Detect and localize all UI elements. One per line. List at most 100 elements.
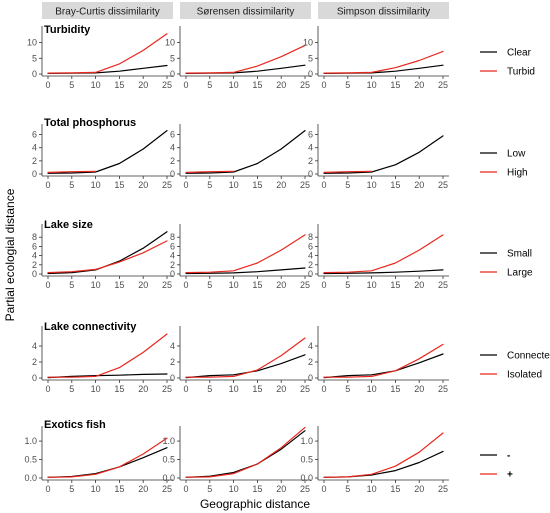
x-tick-label: 15 — [114, 80, 124, 90]
x-tick-label: 20 — [138, 280, 148, 290]
y-tick-label: 2 — [308, 260, 313, 270]
y-tick-label: 2 — [308, 156, 313, 166]
legend-label-1: - — [507, 451, 510, 462]
x-tick-label: 25 — [438, 484, 448, 494]
x-tick-label: 10 — [367, 80, 377, 90]
series-line-plus — [185, 426, 306, 478]
x-tick-label: 25 — [300, 180, 310, 190]
legend-label-2: High — [507, 168, 528, 179]
x-tick-label: 10 — [367, 484, 377, 494]
y-tick-label: 6 — [308, 241, 313, 251]
y-tick-label: 0 — [170, 169, 175, 179]
x-tick-label: 5 — [207, 80, 212, 90]
x-tick-label: 0 — [45, 280, 50, 290]
series-line-minus — [185, 430, 306, 478]
x-tick-label: 20 — [414, 80, 424, 90]
x-tick-label: 20 — [138, 180, 148, 190]
panel-turbidity-3: 0 5 10 0 5 10 15 20 25 — [303, 26, 449, 90]
y-tick-label: 6 — [170, 241, 175, 251]
y-tick-label: 10 — [165, 38, 175, 48]
row-title-lake-size: Lake size — [44, 219, 93, 231]
x-tick-label: 20 — [138, 484, 148, 494]
y-tick-label: 5 — [170, 53, 175, 63]
series-line-small — [47, 231, 168, 275]
x-tick-label: 25 — [300, 384, 310, 394]
y-tick-label: 4 — [32, 341, 37, 351]
x-tick-label: 25 — [162, 484, 172, 494]
x-tick-label: 20 — [414, 180, 424, 190]
x-tick-label: 15 — [390, 280, 400, 290]
series-line-turbid — [185, 44, 306, 74]
x-tick-label: 15 — [252, 484, 262, 494]
x-tick-label: 15 — [252, 384, 262, 394]
x-tick-label: 0 — [183, 280, 188, 290]
x-tick-label: 15 — [114, 280, 124, 290]
strip-label-2: Sørensen dissimilarity — [197, 7, 295, 18]
legend-total-phosphorus: Low High — [480, 149, 528, 179]
x-tick-label: 25 — [300, 280, 310, 290]
y-tick-label: 8 — [308, 232, 313, 242]
series-line-high — [47, 170, 97, 173]
x-tick-label: 10 — [229, 384, 239, 394]
x-tick-label: 0 — [45, 484, 50, 494]
x-tick-label: 0 — [321, 484, 326, 494]
row-title-lake-connectivity: Lake connectivity — [44, 321, 137, 333]
x-tick-label: 10 — [367, 280, 377, 290]
legend-lake-size: Small Large — [480, 249, 533, 279]
x-tick-label: 15 — [390, 484, 400, 494]
strip-2 — [180, 2, 311, 19]
x-tick-label: 0 — [321, 280, 326, 290]
x-tick-label: 0 — [183, 484, 188, 494]
x-tick-label: 25 — [162, 80, 172, 90]
x-tick-label: 0 — [321, 384, 326, 394]
series-line-isolated — [47, 333, 168, 378]
legend-label-2: Turbid — [507, 67, 535, 78]
x-tick-label: 15 — [114, 180, 124, 190]
x-tick-label: 20 — [138, 384, 148, 394]
series-line-clear — [323, 64, 444, 74]
x-tick-label: 15 — [114, 384, 124, 394]
y-tick-label: 5 — [32, 53, 37, 63]
panel-turbidity-2: 0 5 10 0 5 10 15 20 25 — [165, 26, 311, 90]
y-tick-label: 4 — [308, 341, 313, 351]
row-title-exotics-fish: Exotics fish — [44, 419, 106, 431]
x-tick-label: 10 — [91, 484, 101, 494]
x-tick-label: 5 — [69, 280, 74, 290]
legend-label-2: + — [507, 470, 513, 481]
row-title-total-phosphorus: Total phosphorus — [44, 117, 136, 129]
legend-label-1: Clear — [507, 48, 532, 59]
x-tick-label: 15 — [390, 384, 400, 394]
x-tick-label: 25 — [162, 180, 172, 190]
x-tick-label: 5 — [207, 280, 212, 290]
panel-exotics-fish-2: 0.0 0.5 1.0 0 5 10 15 20 25 — [162, 426, 311, 494]
legend-lake-connectivity: Connected Isolated — [480, 351, 550, 381]
x-tick-label: 0 — [321, 80, 326, 90]
x-axis-title: Geographic distance — [200, 497, 310, 511]
series-line-large — [47, 240, 168, 274]
x-tick-label: 10 — [91, 180, 101, 190]
facet-strips: Bray-Curtis dissimilarity Sørensen dissim… — [42, 2, 449, 19]
x-tick-label: 25 — [438, 80, 448, 90]
y-tick-label: 4 — [32, 143, 37, 153]
series-line-low — [47, 130, 168, 174]
x-tick-label: 10 — [229, 180, 239, 190]
x-tick-label: 5 — [345, 180, 350, 190]
panel-exotics-fish-3: 0.0 0.5 1.0 0 5 10 15 20 25 — [300, 426, 449, 494]
x-tick-label: 15 — [252, 80, 262, 90]
x-tick-label: 15 — [390, 180, 400, 190]
y-tick-label: 0.0 — [162, 473, 175, 483]
panel-lake-connectivity-3: 0 2 4 0 5 10 15 20 25 — [308, 326, 449, 394]
x-tick-label: 15 — [390, 80, 400, 90]
x-tick-label: 10 — [367, 180, 377, 190]
y-tick-label: 2 — [170, 357, 175, 367]
y-tick-label: 4 — [308, 251, 313, 261]
x-tick-label: 25 — [438, 280, 448, 290]
panel-turbidity-1: 0 5 10 0 5 10 15 20 25 — [27, 26, 173, 90]
